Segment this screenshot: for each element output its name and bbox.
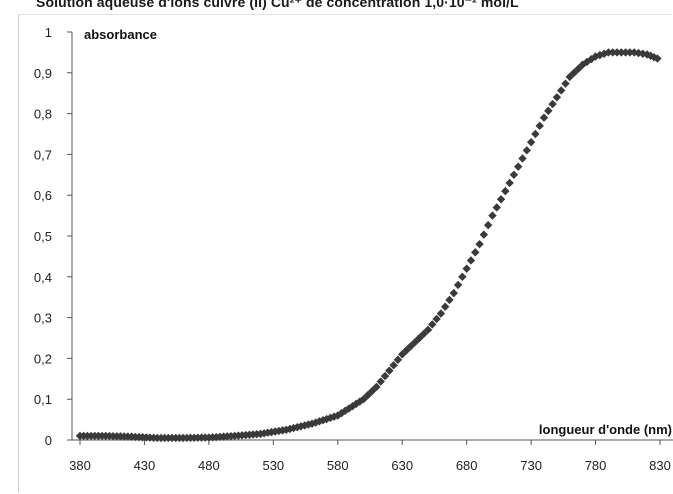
data-point-marker	[432, 314, 441, 324]
x-tick-label: 380	[69, 458, 91, 473]
data-point-marker	[423, 325, 433, 335]
x-tick-label: 830	[649, 458, 671, 473]
data-point-marker	[445, 295, 454, 305]
data-point-marker	[385, 366, 394, 375]
data-point-marker	[539, 113, 549, 122]
data-point-marker	[462, 264, 471, 273]
data-point-marker	[621, 48, 630, 57]
data-point-marker	[612, 48, 622, 57]
x-tick-label: 480	[198, 458, 220, 473]
y-tick-label: 0,7	[34, 147, 52, 162]
data-point-marker	[479, 230, 489, 239]
chart-frame	[18, 14, 672, 492]
data-point-marker	[526, 137, 536, 147]
data-point-marker	[625, 48, 635, 57]
data-point-marker	[372, 382, 381, 392]
x-tick-label: 780	[585, 458, 607, 473]
y-tick-label: 0,3	[34, 311, 52, 326]
x-tick-label: 580	[327, 458, 349, 473]
x-tick-label: 730	[520, 458, 542, 473]
data-point-marker	[458, 272, 467, 281]
data-point-marker	[501, 186, 510, 196]
data-point-marker	[569, 68, 579, 77]
data-point-marker	[436, 309, 446, 318]
y-tick-label: 0,9	[34, 66, 52, 81]
data-point-marker	[578, 60, 587, 69]
data-point-marker	[617, 48, 626, 57]
x-tick-label: 430	[134, 458, 156, 473]
y-tick-label: 0	[45, 433, 52, 448]
data-point-marker	[608, 48, 617, 57]
data-point-marker	[561, 79, 570, 88]
page-title: Solution aqueuse d'ions cuivre (II) Cu²⁺…	[36, 0, 519, 10]
data-point-marker	[449, 288, 458, 298]
x-tick-label: 530	[262, 458, 284, 473]
y-tick-label: 0,5	[34, 229, 52, 244]
y-tick-label: 0,4	[34, 270, 52, 285]
data-point-marker	[389, 361, 398, 370]
data-point-marker	[496, 195, 506, 204]
data-point-marker	[514, 162, 523, 171]
data-point-marker	[376, 377, 385, 386]
data-point-marker	[604, 48, 613, 57]
data-point-marker	[483, 220, 493, 230]
data-point-marker	[471, 248, 480, 257]
data-point-marker	[565, 72, 574, 82]
data-point-marker	[653, 54, 662, 63]
data-point-marker	[475, 239, 484, 249]
data-point-marker	[646, 51, 655, 60]
y-tick-label: 0,1	[34, 392, 52, 407]
data-point-marker	[595, 50, 605, 60]
data-point-marker	[505, 178, 514, 188]
data-point-marker	[380, 371, 390, 381]
data-point-marker	[440, 302, 450, 311]
data-point-marker	[634, 48, 643, 58]
data-point-marker	[649, 52, 659, 62]
data-point-marker	[488, 211, 497, 220]
y-tick-label: 1	[45, 25, 52, 40]
data-point-marker	[642, 50, 652, 59]
data-point-marker	[582, 57, 592, 67]
data-point-marker	[522, 146, 532, 155]
data-point-marker	[453, 280, 463, 290]
data-point-marker	[518, 154, 527, 163]
data-point-marker	[556, 86, 566, 95]
x-tick-label: 630	[391, 458, 413, 473]
data-point-marker	[630, 48, 639, 57]
data-point-marker	[492, 203, 501, 212]
data-point-marker	[535, 121, 544, 131]
y-axis-label: absorbance	[84, 27, 157, 42]
y-tick-label: 0,8	[34, 107, 52, 122]
x-tick-label: 680	[456, 458, 478, 473]
data-point-marker	[552, 93, 562, 102]
data-point-marker	[393, 355, 403, 364]
y-tick-label: 0,2	[34, 351, 52, 366]
x-axis-label: longueur d'onde (nm)	[539, 422, 672, 437]
data-point-marker	[544, 106, 553, 116]
data-point-marker	[531, 129, 540, 139]
data-point-marker	[509, 170, 519, 179]
data-point-marker	[548, 99, 557, 109]
data-point-marker	[428, 320, 437, 329]
y-tick-label: 0,6	[34, 188, 52, 203]
data-point-marker	[466, 256, 476, 265]
data-point-marker	[599, 49, 609, 58]
